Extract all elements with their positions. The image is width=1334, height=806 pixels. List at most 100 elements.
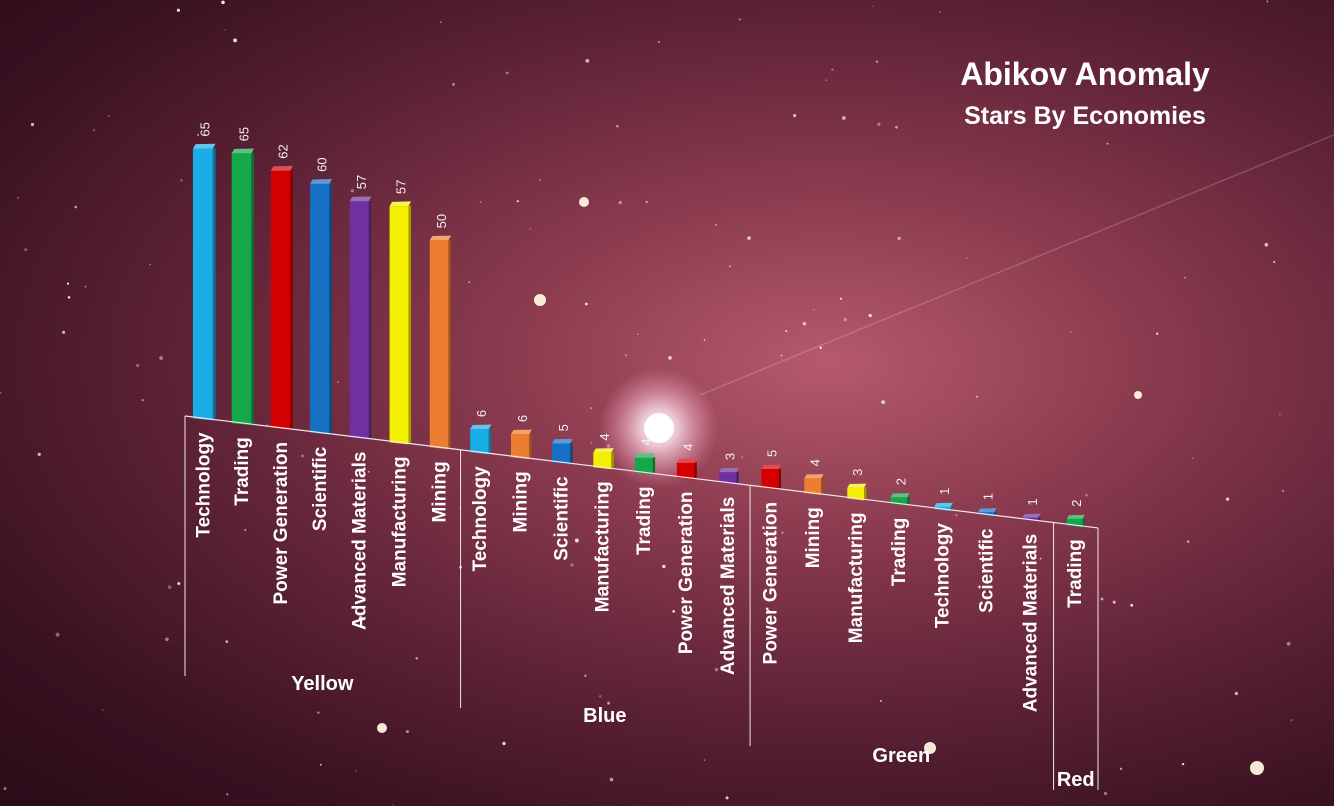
- bar: [470, 424, 492, 455]
- background-star: [703, 759, 706, 761]
- background-star: [180, 179, 183, 182]
- category-tick-label: Manufacturing: [846, 512, 867, 643]
- background-star: [165, 637, 169, 642]
- bar-top: [192, 143, 216, 149]
- bar: [593, 448, 614, 470]
- background-star: [897, 236, 901, 241]
- background-star: [74, 205, 77, 209]
- bar-top: [349, 196, 372, 202]
- bright-star: [1250, 761, 1264, 775]
- bar: [804, 474, 824, 496]
- bar-side: [570, 442, 573, 465]
- background-star: [177, 582, 181, 585]
- bar-top: [761, 464, 782, 469]
- category-tick-label: Scientific: [551, 476, 572, 561]
- background-star: [221, 0, 225, 5]
- group-label: Blue: [583, 705, 626, 727]
- glow-core: [644, 413, 674, 443]
- bar: [429, 235, 452, 450]
- background-star: [141, 398, 145, 402]
- background-star: [875, 60, 879, 63]
- bar-top: [510, 429, 532, 435]
- bar-top: [1066, 514, 1085, 519]
- bar: [231, 148, 255, 426]
- bar-front: [804, 478, 822, 496]
- background-star: [877, 122, 881, 126]
- background-star: [17, 196, 19, 199]
- background-star: [516, 200, 519, 203]
- bar-side: [694, 462, 697, 480]
- background-star: [813, 308, 815, 311]
- background-star: [1286, 641, 1291, 646]
- bar-top: [429, 235, 452, 241]
- background-star: [819, 346, 822, 350]
- background-star: [607, 701, 611, 705]
- background-star: [319, 763, 322, 766]
- bright-star: [579, 197, 589, 207]
- background-star: [714, 667, 719, 672]
- value-label: 3: [722, 453, 737, 460]
- bar-top: [470, 424, 492, 430]
- background-star: [149, 263, 152, 266]
- background-star: [881, 400, 885, 404]
- category-tick-label: Scientific: [310, 446, 331, 531]
- background-star: [350, 189, 354, 193]
- category-tick-label: Mining: [803, 507, 824, 568]
- background-star: [317, 711, 320, 714]
- background-star: [658, 40, 660, 43]
- category-tick-label: Advanced Materials: [350, 452, 371, 630]
- value-label: 5: [765, 450, 780, 457]
- background-star: [392, 804, 394, 806]
- background-star: [1085, 493, 1088, 497]
- background-star: [337, 381, 339, 383]
- bar-top: [847, 483, 867, 488]
- background-star: [831, 68, 834, 71]
- bar-side: [1082, 518, 1085, 528]
- background-star: [793, 114, 797, 118]
- bar-top: [310, 179, 333, 184]
- bar-front: [552, 443, 571, 465]
- bar-front: [593, 452, 612, 470]
- value-label: 3: [850, 469, 865, 476]
- background-star: [715, 223, 718, 226]
- background-star: [358, 616, 363, 620]
- bar: [634, 453, 656, 475]
- background-star: [672, 609, 676, 613]
- bar-front: [429, 240, 449, 450]
- background-star: [451, 82, 456, 86]
- bar-front: [761, 468, 779, 490]
- value-label: 1: [937, 488, 952, 495]
- background-star: [24, 248, 28, 252]
- background-star: [618, 200, 622, 205]
- background-star: [197, 133, 200, 136]
- bar-side: [212, 147, 216, 421]
- bar: [890, 493, 910, 506]
- bar-side: [290, 169, 293, 430]
- group-label: Red: [1057, 769, 1095, 791]
- background-star: [780, 354, 783, 357]
- background-star: [538, 178, 542, 182]
- value-label: 2: [893, 478, 908, 485]
- bar: [192, 143, 216, 421]
- background-star: [825, 79, 828, 81]
- background-star: [505, 71, 509, 75]
- background-star: [1264, 242, 1269, 247]
- bar-side: [652, 456, 656, 475]
- bar-front: [470, 429, 489, 455]
- bar: [552, 438, 573, 465]
- bar-front: [510, 434, 530, 460]
- background-star: [1112, 600, 1116, 604]
- background-star: [939, 11, 941, 13]
- bar-side: [529, 433, 532, 460]
- bar-top: [804, 474, 824, 479]
- category-tick-label: Trading: [889, 518, 910, 587]
- bar-top: [634, 453, 656, 458]
- background-star: [1039, 557, 1042, 560]
- background-star: [1272, 260, 1276, 264]
- background-star: [895, 125, 898, 129]
- background-star: [1192, 457, 1194, 459]
- value-label: 4: [597, 433, 612, 440]
- background-star: [645, 200, 648, 204]
- central-star-glow: [599, 134, 1334, 488]
- background-star: [1234, 691, 1239, 696]
